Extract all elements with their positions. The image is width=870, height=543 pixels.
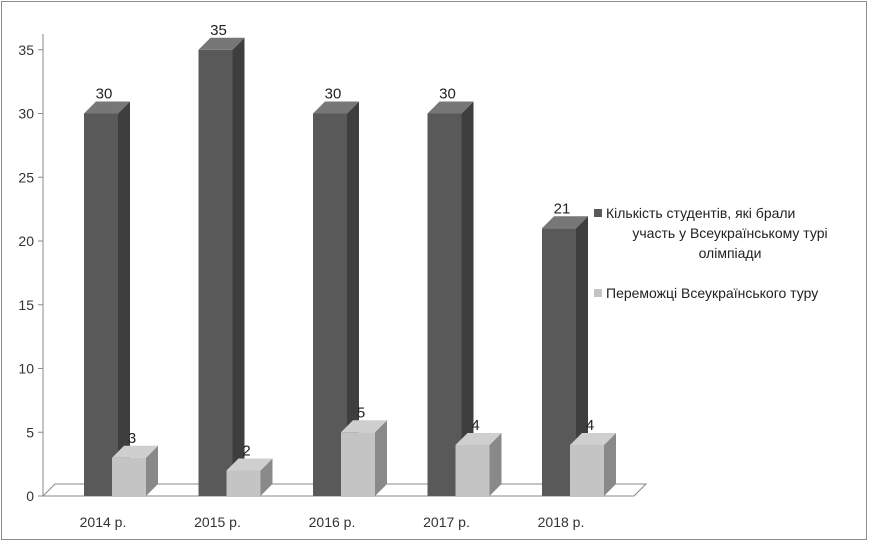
y-tick-label: 20 [18,233,34,249]
bar [112,457,146,496]
bar-side [461,101,474,496]
bar-top [542,216,588,229]
bar-top [570,433,616,445]
legend-label: участь у Всеукраїнському турі [632,225,827,241]
data-label: 35 [210,22,227,39]
bar-side [489,433,502,496]
bar-top [455,433,502,445]
legend-swatch [594,289,602,297]
bar-side [604,433,616,496]
bar-top [112,445,158,458]
x-tick-label: 2018 р. [538,514,585,530]
x-tick-label: 2017 р. [423,514,470,530]
data-label: 30 [439,86,456,103]
bar-top [198,37,245,50]
y-tick-label: 5 [26,424,34,440]
data-label: 21 [554,200,571,217]
bar [427,113,462,496]
y-tick-label: 30 [18,106,34,122]
data-label: 4 [471,417,479,434]
bar-side [375,420,387,496]
bar-side [576,216,588,496]
bar-top [341,420,387,433]
legend-label: Кількість студентів, які брали [606,205,795,221]
legend-label: Переможці Всеукраїнського туру [606,285,818,301]
data-label: 5 [357,404,365,421]
bar-side [347,101,359,496]
data-label: 30 [325,86,342,103]
bar [198,49,233,496]
bar-side [232,37,245,496]
bar-top [313,101,359,114]
bar [226,470,261,496]
bar-side [118,101,130,496]
y-tick-label: 25 [18,169,34,185]
x-tick-label: 2014 р. [80,514,127,530]
bar-side [260,458,273,496]
data-label: 3 [128,430,136,447]
data-label: 30 [96,86,113,103]
bar-top [84,101,130,114]
x-tick-label: 2015 р. [194,514,241,530]
bar-top [226,458,273,471]
y-tick-label: 35 [18,42,34,58]
legend-swatch [594,209,602,217]
y-tick-label: 10 [18,361,34,377]
bar-top [427,101,474,114]
bar [341,432,375,496]
x-tick-label: 2016 р. [309,514,356,530]
bar [455,445,490,496]
y-tick-label: 15 [18,297,34,313]
legend-label: олімпіади [699,245,762,261]
data-label: 4 [586,417,594,434]
bar [84,113,118,496]
y-tick-label: 0 [26,488,34,504]
bar [570,445,604,496]
bar-side [146,445,158,496]
data-label: 2 [242,443,250,460]
